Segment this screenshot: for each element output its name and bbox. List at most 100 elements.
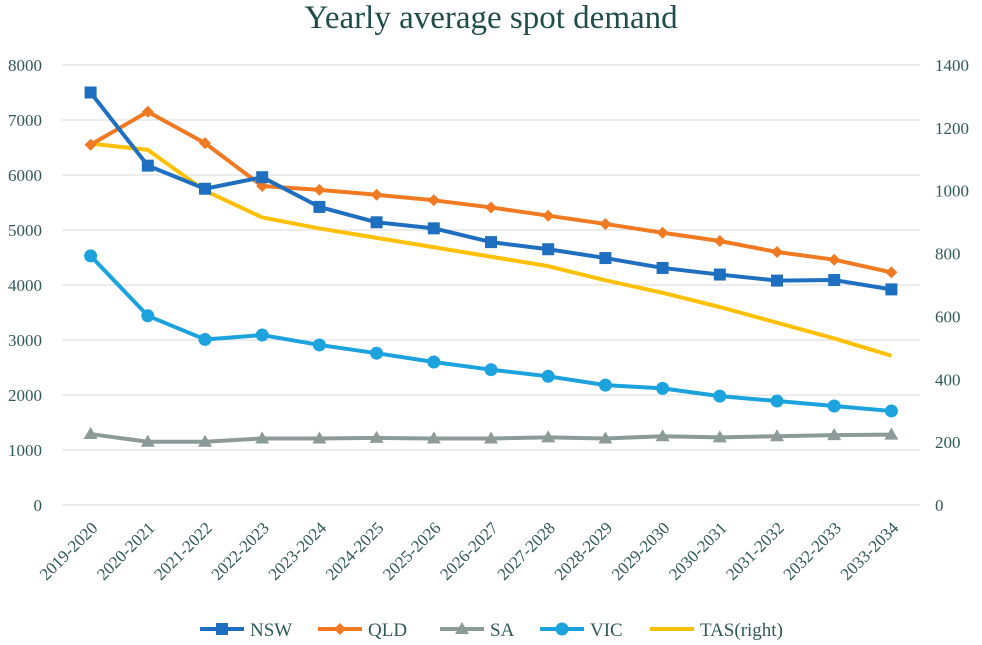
data-point-vic: [598, 378, 612, 392]
y-left-tick-label: 5000: [8, 221, 42, 240]
data-point-nsw: [599, 252, 612, 265]
y-right-tick-label: 0: [935, 496, 944, 515]
legend-label: QLD: [368, 620, 407, 641]
data-point-vic: [827, 399, 841, 413]
data-point-qld: [141, 105, 154, 118]
x-axis: 2019-20202020-20212021-20222022-20232023…: [36, 518, 903, 584]
data-point-sa: [312, 431, 327, 444]
data-point-sa: [140, 434, 155, 447]
x-tick-label: 2025-2026: [379, 518, 445, 584]
series-tas-right: [90, 141, 892, 358]
x-tick-label: 2024-2025: [322, 518, 388, 584]
y-left-tick-label: 7000: [8, 111, 42, 130]
legend-label: NSW: [250, 620, 292, 641]
y-left-tick-label: 0: [34, 496, 43, 515]
series-qld: [84, 105, 898, 279]
x-tick-label: 2029-2030: [608, 518, 674, 584]
data-point-nsw: [427, 222, 440, 235]
data-point-sa: [884, 427, 899, 440]
legend-item-tas-right: TAS(right): [650, 620, 783, 641]
legend-item-nsw: NSW: [200, 620, 292, 641]
data-point-qld: [713, 235, 726, 247]
y-left-tick-label: 4000: [8, 276, 42, 295]
series-sa: [83, 427, 899, 447]
x-tick-label: 2023-2024: [265, 518, 331, 584]
y-left-tick-label: 6000: [8, 166, 42, 185]
data-point-nsw: [199, 182, 211, 195]
data-point-nsw: [713, 268, 726, 281]
data-point-vic: [370, 346, 384, 360]
data-point-vic: [770, 394, 784, 408]
x-tick-label: 2031-2032: [722, 518, 788, 584]
data-point-qld: [485, 201, 497, 214]
data-point-vic: [255, 328, 269, 342]
data-point-nsw: [313, 200, 326, 213]
data-point-nsw: [885, 283, 898, 296]
y-left-tick-label: 8000: [8, 56, 42, 75]
data-point-nsw: [141, 159, 154, 172]
data-point-vic: [312, 338, 326, 352]
series-line-tas-right: [90, 141, 892, 358]
legend-item-sa: SA: [440, 620, 515, 641]
data-point-vic: [884, 404, 898, 418]
legend-marker: [216, 623, 228, 635]
data-point-qld: [885, 266, 898, 279]
data-point-nsw: [656, 261, 669, 274]
data-point-qld: [199, 137, 211, 150]
data-point-vic: [141, 309, 155, 323]
data-point-nsw: [485, 236, 497, 249]
data-point-vic: [427, 355, 441, 369]
data-point-qld: [313, 183, 326, 196]
x-tick-label: 2022-2023: [207, 518, 273, 584]
data-point-sa: [598, 431, 613, 444]
legend-marker: [455, 622, 469, 634]
x-tick-label: 2030-2031: [665, 518, 731, 584]
y-axis-right: 0 200 400 600 800 1000 1200 1400: [935, 56, 969, 515]
series-vic: [84, 249, 898, 418]
x-tick-label: 2019-2020: [36, 518, 102, 584]
data-point-sa: [827, 428, 842, 441]
data-point-sa: [255, 431, 270, 444]
legend: NSW QLD SA VIC TAS(right): [200, 620, 783, 641]
data-point-nsw: [370, 216, 383, 229]
legend-label: SA: [490, 620, 515, 641]
x-tick-label: 2032-2033: [779, 518, 845, 584]
y-right-tick-label: 400: [935, 370, 961, 389]
y-left-tick-label: 1000: [8, 441, 42, 460]
data-point-sa: [484, 431, 498, 444]
data-point-nsw: [828, 274, 841, 287]
x-tick-label: 2028-2029: [551, 518, 617, 584]
data-point-sa: [83, 427, 98, 440]
y-right-tick-label: 1400: [935, 56, 969, 75]
y-left-tick-label: 2000: [8, 386, 42, 405]
data-point-sa: [770, 429, 784, 442]
data-point-vic: [656, 381, 670, 395]
data-point-vic: [198, 332, 212, 346]
data-point-sa: [369, 430, 384, 443]
y-right-tick-label: 1200: [935, 119, 969, 138]
data-point-nsw: [256, 171, 269, 184]
legend-item-vic: VIC: [540, 620, 623, 641]
legend-marker: [334, 623, 346, 635]
data-point-sa: [655, 429, 670, 442]
y-right-tick-label: 600: [935, 307, 961, 326]
y-axis-left: 0 1000 2000 3000 4000 5000 6000 7000 8000: [8, 56, 42, 515]
legend-marker: [555, 622, 569, 636]
series-nsw: [84, 86, 898, 296]
data-point-sa: [712, 430, 727, 443]
data-point-nsw: [771, 274, 783, 287]
data-point-qld: [656, 226, 669, 239]
series: [83, 86, 899, 447]
legend-item-qld: QLD: [318, 620, 407, 641]
legend-label: TAS(right): [700, 620, 783, 641]
data-point-qld: [84, 138, 97, 151]
data-point-qld: [771, 246, 783, 258]
data-point-vic: [713, 389, 727, 403]
y-right-tick-label: 800: [935, 245, 961, 264]
data-point-nsw: [542, 243, 555, 256]
data-point-sa: [541, 430, 556, 443]
data-point-qld: [542, 209, 555, 222]
x-tick-label: 2020-2021: [93, 518, 159, 584]
x-tick-label: 2033-2034: [837, 518, 903, 584]
